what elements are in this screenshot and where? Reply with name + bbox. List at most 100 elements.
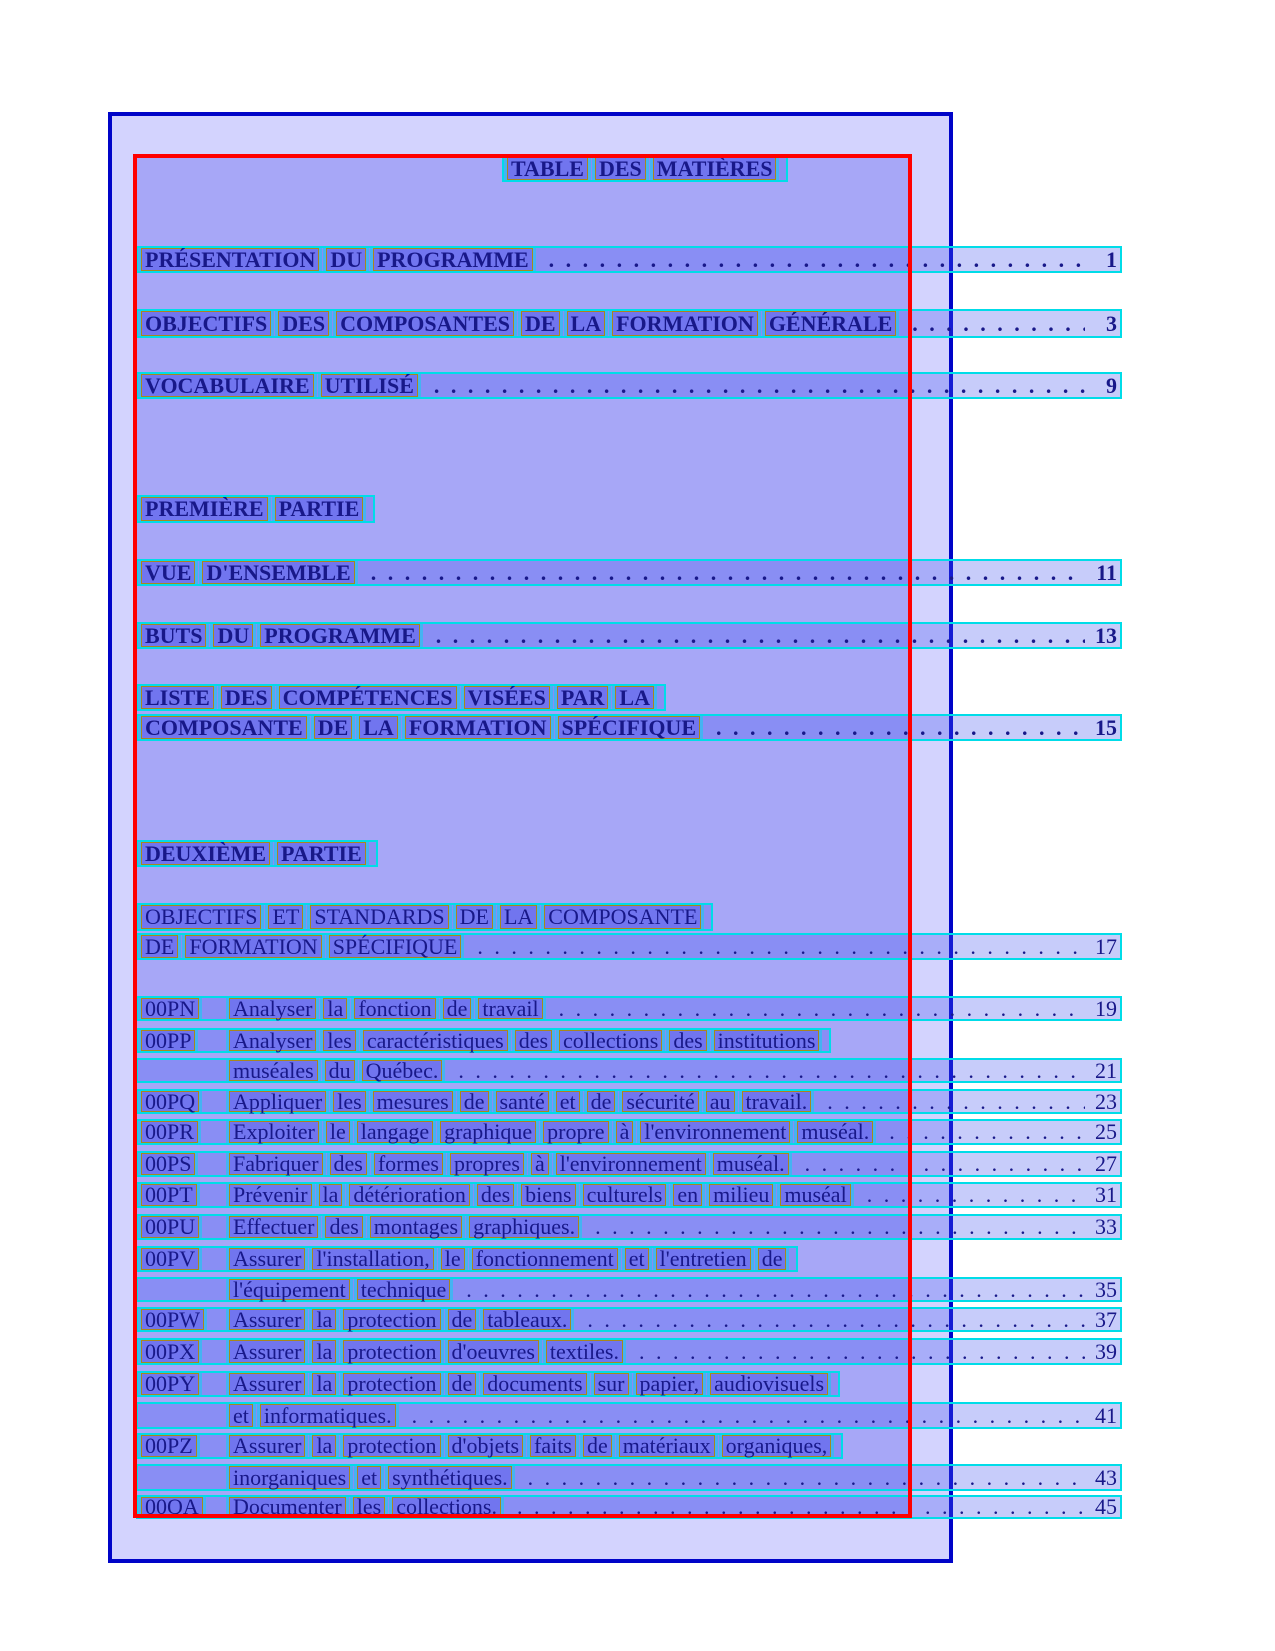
word-box: BUTS — [141, 624, 207, 647]
word-box: Assurer — [229, 1309, 306, 1331]
word-box: du — [324, 1060, 355, 1082]
dot-leader: . . . . . . . . . . . . . . . . . . . . … — [458, 1061, 1085, 1080]
dot-leader: . . . . . . . . . . . . . . . . . . . . … — [433, 375, 1085, 396]
word-box: montages — [369, 1216, 463, 1238]
page-number: 25 — [1095, 1119, 1117, 1144]
word-box: DE — [141, 935, 179, 958]
word-box: inorganiques — [229, 1466, 351, 1489]
toc-line-cont-21: l'équipement technique . . . . . . . . . .… — [136, 1277, 1122, 1302]
word-box: FORMATION — [612, 311, 758, 336]
word-box: et — [357, 1466, 382, 1489]
word-box: la — [312, 1373, 337, 1395]
word-box: COMPÉTENCES — [278, 686, 457, 709]
page-number: 23 — [1095, 1089, 1117, 1114]
word-box: milieu — [709, 1184, 774, 1206]
toc-line-entry-12: 00PN Analyser la fonction de travail . . . . .… — [136, 996, 1122, 1021]
word-box: des — [325, 1216, 363, 1238]
toc-line-entry-13: 00PP Analyser les caractéristiques des collec… — [136, 1028, 832, 1053]
word-box: de — [586, 1091, 616, 1113]
toc-line-entry-19: 00PU Effectuer des montages graphiques. . . .… — [136, 1214, 1122, 1240]
word-box: et — [229, 1404, 253, 1427]
page-number: 21 — [1095, 1058, 1117, 1083]
word-box: langage — [356, 1121, 434, 1143]
word-box: de — [447, 1373, 477, 1395]
dot-leader: . . . . . . . . . . . . . . . . . . . . … — [527, 1467, 1085, 1488]
word-box: FORMATION — [185, 935, 322, 958]
word-box: Assurer — [229, 1435, 306, 1457]
word-box: protection — [343, 1309, 441, 1331]
dot-leader: . . . . . . . . . . . . . . . . . . . . … — [370, 562, 1085, 583]
word-box: PARTIE — [277, 842, 366, 865]
dot-leader: . . . . . . . . . . . . . . . . . . . . … — [435, 625, 1085, 646]
word-box: l'environnement — [555, 1153, 706, 1175]
competency-code: 00PQ — [141, 1091, 200, 1113]
page-number: 33 — [1095, 1214, 1117, 1239]
competency-code-cell: 00PY — [141, 1373, 229, 1395]
toc-line-entry-22: 00PW Assurer la protection de tableaux. . . . … — [136, 1307, 1122, 1332]
page-number: 13 — [1095, 623, 1117, 648]
word-box: Assurer — [229, 1248, 306, 1270]
competency-code-cell: 00PU — [141, 1216, 229, 1238]
word-box: COMPOSANTES — [336, 311, 514, 336]
word-box: OBJECTIFS — [141, 311, 272, 336]
word-box: l'environnement — [640, 1121, 791, 1143]
word-box: en — [673, 1184, 703, 1206]
word-box: LA — [359, 716, 398, 739]
word-box: de — [757, 1248, 787, 1270]
word-box: les — [323, 1030, 356, 1052]
word-box: travail — [478, 998, 543, 1020]
word-box: DE — [313, 716, 353, 739]
word-box: STANDARDS — [310, 905, 449, 929]
competency-code-cell: 00PT — [141, 1184, 229, 1206]
word-box: la — [312, 1340, 337, 1363]
word-box: DU — [213, 624, 254, 647]
dot-leader: . . . . . . . . . . . . . . . . . . . . … — [912, 312, 1085, 335]
competency-code-cell: 00PW — [141, 1309, 229, 1331]
competency-code-cell: 00PN — [141, 998, 229, 1020]
word-box: technique — [356, 1279, 451, 1301]
word-box: collections — [559, 1030, 663, 1052]
page-number: 27 — [1095, 1151, 1117, 1176]
word-box: DE — [455, 905, 493, 929]
word-box: des — [476, 1184, 515, 1206]
competency-code-cell: 00PQ — [141, 1091, 229, 1113]
toc-line-heading-9: DEUXIÈME PARTIE — [136, 840, 378, 867]
word-box: de — [459, 1091, 489, 1113]
word-box: FORMATION — [404, 716, 551, 739]
word-box: LA — [499, 905, 538, 929]
word-box: Exploiter — [229, 1121, 319, 1143]
word-box: Fabriquer — [229, 1153, 323, 1175]
word-box: graphique — [440, 1121, 537, 1143]
toc-line-heading-8: COMPOSANTE DE LA FORMATION SPÉCIFIQUE . . . .… — [136, 714, 1122, 741]
competency-code-cell: 00PR — [141, 1121, 229, 1143]
dot-leader: . . . . . . . . . . . . . . . . . . . . … — [587, 1310, 1085, 1329]
competency-code: 00PU — [141, 1216, 200, 1238]
word-box: le — [325, 1121, 350, 1143]
dot-leader: . . . . . . . . . . . . . . . . . . . . … — [866, 1185, 1085, 1205]
word-box: d'oeuvres — [447, 1340, 539, 1363]
competency-code: 00PV — [141, 1248, 200, 1270]
word-box: l'entretien — [655, 1248, 751, 1270]
page-number: 1 — [1106, 247, 1117, 272]
word-box: des — [329, 1153, 367, 1175]
word-box: la — [312, 1309, 337, 1331]
word-box: synthétiques. — [388, 1466, 512, 1489]
word-box: Analyser — [229, 1030, 317, 1052]
word-box: culturels — [582, 1184, 667, 1206]
toc-line-entry-24: 00PY Assurer la protection de documents sur pap… — [136, 1371, 841, 1397]
word-box: PROGRAMME — [373, 248, 533, 271]
page-number: 9 — [1106, 373, 1117, 398]
word-box: protection — [343, 1373, 441, 1395]
word-box: informatiques. — [259, 1404, 396, 1427]
word-box: des — [669, 1030, 707, 1052]
word-box: LA — [615, 686, 654, 709]
word-box: muséal. — [712, 1153, 789, 1175]
word-box: l'installation, — [312, 1248, 434, 1270]
word-box: DES — [220, 686, 272, 709]
word-box: textiles. — [545, 1340, 623, 1363]
word-box: COMPOSANTE — [141, 716, 307, 739]
toc-line-entry-20: 00PV Assurer l'installation, le fonctionneme… — [136, 1246, 799, 1272]
toc-line-cont-27: inorganiques et synthétiques. . . . . . . .… — [136, 1464, 1122, 1491]
toc-line-entry-16: 00PR Exploiter le langage graphique propre à l'… — [136, 1119, 1122, 1145]
